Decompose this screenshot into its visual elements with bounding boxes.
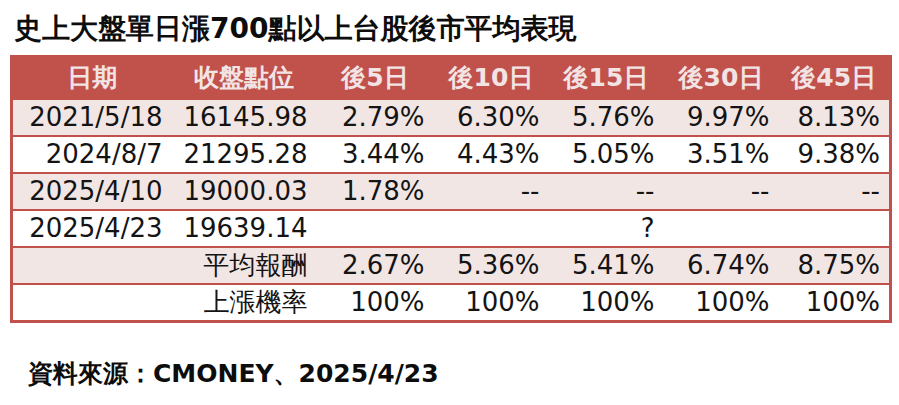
page-canvas: 史上大盤單日漲700點以上台股後市平均表現 日期 收盤點位 後5日 後10日 後… xyxy=(0,0,899,405)
cell-after-5d: 100% xyxy=(317,284,434,322)
cell-after-30d xyxy=(664,210,779,247)
col-header-after-45d: 後45日 xyxy=(779,57,891,99)
cell-after-45d xyxy=(779,210,891,247)
cell-after-10d: 6.30% xyxy=(434,99,549,136)
table-row-2025-4-10: 2025/4/10 19000.03 1.78% -- -- -- -- xyxy=(12,173,891,210)
col-header-after-5d: 後5日 xyxy=(317,57,434,99)
cell-after-45d: 8.75% xyxy=(779,247,891,284)
cell-after-10d: 4.43% xyxy=(434,136,549,173)
cell-after-15d: 5.05% xyxy=(549,136,664,173)
col-header-date: 日期 xyxy=(12,57,172,99)
cell-after-15d: 100% xyxy=(549,284,664,322)
cell-close: 21295.28 xyxy=(172,136,317,173)
cell-after-15d: 5.76% xyxy=(549,99,664,136)
table-row-average-return: 平均報酬 2.67% 5.36% 5.41% 6.74% 8.75% xyxy=(12,247,891,284)
cell-after-10d: -- xyxy=(434,173,549,210)
cell-after-30d: 100% xyxy=(664,284,779,322)
table-row-2021-5-18: 2021/5/18 16145.98 2.79% 6.30% 5.76% 9.9… xyxy=(12,99,891,136)
cell-after-15d-unknown: ? xyxy=(549,210,664,247)
cell-after-45d: 9.38% xyxy=(779,136,891,173)
cell-after-30d: 9.97% xyxy=(664,99,779,136)
performance-table: 日期 收盤點位 後5日 後10日 後15日 後30日 後45日 2021/5/1… xyxy=(10,55,892,323)
cell-close: 19639.14 xyxy=(172,210,317,247)
col-header-after-15d: 後15日 xyxy=(549,57,664,99)
cell-after-5d: 1.78% xyxy=(317,173,434,210)
col-header-close-level: 收盤點位 xyxy=(172,57,317,99)
cell-after-10d: 100% xyxy=(434,284,549,322)
table-row-up-probability: 上漲機率 100% 100% 100% 100% 100% xyxy=(12,284,891,322)
cell-close: 16145.98 xyxy=(172,99,317,136)
cell-after-45d: 100% xyxy=(779,284,891,322)
cell-date: 2021/5/18 xyxy=(12,99,172,136)
cell-after-10d: 5.36% xyxy=(434,247,549,284)
cell-after-5d: 3.44% xyxy=(317,136,434,173)
cell-after-5d: 2.79% xyxy=(317,99,434,136)
cell-date: 2025/4/10 xyxy=(12,173,172,210)
cell-after-5d xyxy=(317,210,434,247)
table-row-2024-8-7: 2024/8/7 21295.28 3.44% 4.43% 5.05% 3.51… xyxy=(12,136,891,173)
page-title: 史上大盤單日漲700點以上台股後市平均表現 xyxy=(14,10,576,48)
cell-after-10d xyxy=(434,210,549,247)
table-row-2025-4-23: 2025/4/23 19639.14 ? xyxy=(12,210,891,247)
table-header-row: 日期 收盤點位 後5日 後10日 後15日 後30日 後45日 xyxy=(12,57,891,99)
cell-after-15d: -- xyxy=(549,173,664,210)
data-source-note: 資料來源：CMONEY、2025/4/23 xyxy=(28,357,439,390)
cell-date: 2024/8/7 xyxy=(12,136,172,173)
col-header-after-10d: 後10日 xyxy=(434,57,549,99)
cell-after-5d: 2.67% xyxy=(317,247,434,284)
cell-average-return-label: 平均報酬 xyxy=(12,247,317,284)
cell-after-45d: -- xyxy=(779,173,891,210)
cell-close: 19000.03 xyxy=(172,173,317,210)
cell-after-15d: 5.41% xyxy=(549,247,664,284)
cell-date: 2025/4/23 xyxy=(12,210,172,247)
cell-after-30d: -- xyxy=(664,173,779,210)
cell-after-30d: 3.51% xyxy=(664,136,779,173)
cell-after-45d: 8.13% xyxy=(779,99,891,136)
cell-after-30d: 6.74% xyxy=(664,247,779,284)
col-header-after-30d: 後30日 xyxy=(664,57,779,99)
cell-up-probability-label: 上漲機率 xyxy=(12,284,317,322)
